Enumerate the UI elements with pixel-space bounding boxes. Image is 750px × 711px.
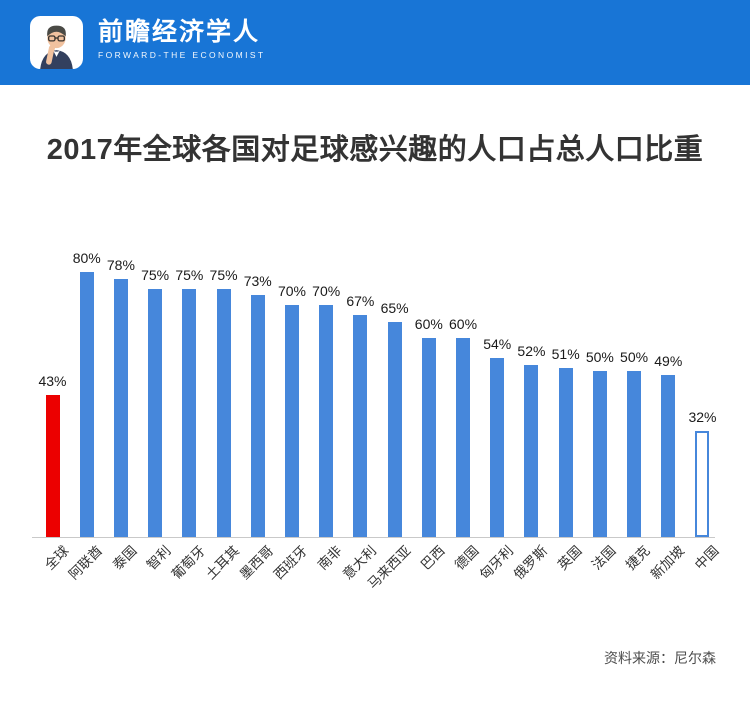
- category-label-俄罗斯: 俄罗斯: [510, 543, 551, 583]
- value-label-中国: 32%: [688, 409, 717, 425]
- category-label-巴西: 巴西: [417, 543, 448, 573]
- chart-title: 2017年全球各国对足球感兴趣的人口占总人口比重: [46, 134, 704, 166]
- bar-中国: [695, 431, 710, 537]
- bar-捷克: [627, 371, 642, 537]
- category-label-新加坡: 新加坡: [647, 543, 687, 583]
- bar-阿联酋: [79, 272, 94, 537]
- value-label-西班牙: 70%: [277, 283, 306, 299]
- source-note: 资料来源：尼尔森: [604, 650, 716, 666]
- value-label-俄罗斯: 52%: [517, 343, 546, 359]
- bar-土耳其: [216, 289, 231, 537]
- category-label-阿联酋: 阿联酋: [66, 543, 106, 583]
- value-label-马来西亚: 65%: [380, 300, 409, 316]
- value-label-法国: 50%: [585, 349, 614, 365]
- brand-name-cn: 前瞻经济学人: [98, 18, 261, 46]
- brand-text: 前瞻经济学人 FORWARD-THE ECONOMIST: [98, 17, 266, 60]
- bar-俄罗斯: [524, 365, 539, 537]
- bar-马来西亚: [387, 322, 402, 537]
- value-label-捷克: 50%: [620, 349, 649, 365]
- x-axis-line: [32, 537, 715, 538]
- category-label-中国: 中国: [691, 543, 722, 573]
- value-label-全球: 43%: [38, 373, 67, 389]
- value-label-匈牙利: 54%: [483, 336, 512, 352]
- category-label-西班牙: 西班牙: [271, 543, 311, 583]
- value-label-阿联酋: 80%: [72, 250, 101, 266]
- bar-德国: [456, 338, 471, 537]
- bar-南非: [319, 305, 334, 537]
- bar-意大利: [353, 315, 368, 537]
- category-label-法国: 法国: [588, 543, 619, 573]
- category-label-匈牙利: 匈牙利: [476, 543, 516, 583]
- value-label-德国: 60%: [449, 316, 478, 332]
- value-label-南非: 70%: [312, 283, 341, 299]
- bar-法国: [592, 371, 607, 537]
- thinker-avatar-icon: [30, 16, 83, 69]
- bar-新加坡: [661, 375, 676, 537]
- value-label-意大利: 67%: [346, 293, 375, 309]
- bar-泰国: [113, 279, 128, 537]
- value-label-泰国: 78%: [106, 257, 135, 273]
- value-label-土耳其: 75%: [209, 267, 238, 283]
- category-label-泰国: 泰国: [109, 543, 140, 573]
- header-banner: 前瞻经济学人 FORWARD-THE ECONOMIST: [0, 0, 750, 85]
- bar-智利: [148, 289, 163, 537]
- value-label-英国: 51%: [551, 346, 580, 362]
- category-label-葡萄牙: 葡萄牙: [168, 543, 208, 583]
- value-label-智利: 75%: [141, 267, 170, 283]
- value-label-葡萄牙: 75%: [175, 267, 204, 283]
- brand-name-en: FORWARD-THE ECONOMIST: [98, 50, 266, 60]
- bar-全球: [45, 395, 60, 537]
- bar-英国: [558, 368, 573, 537]
- value-label-墨西哥: 73%: [243, 273, 272, 289]
- category-label-土耳其: 土耳其: [202, 543, 243, 583]
- category-label-英国: 英国: [554, 543, 585, 573]
- value-label-新加坡: 49%: [654, 353, 683, 369]
- bar-匈牙利: [490, 358, 505, 537]
- bar-巴西: [421, 338, 436, 537]
- bar-墨西哥: [250, 295, 265, 537]
- value-label-巴西: 60%: [414, 316, 443, 332]
- category-label-墨西哥: 墨西哥: [237, 543, 277, 583]
- brand-logo: [30, 16, 83, 69]
- bar-西班牙: [284, 305, 299, 537]
- bar-葡萄牙: [182, 289, 197, 537]
